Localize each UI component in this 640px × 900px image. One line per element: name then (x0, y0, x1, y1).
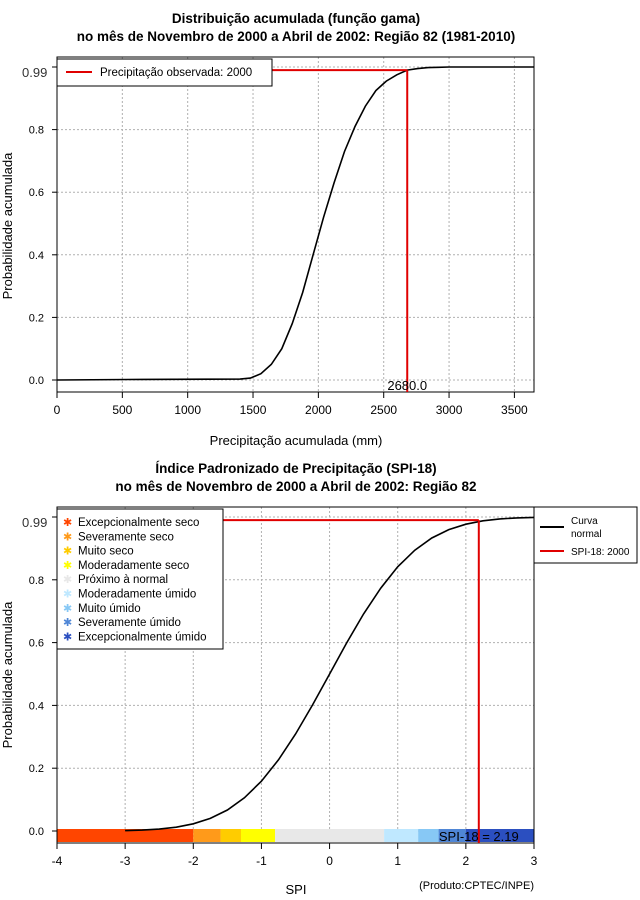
x-tick-label: 500 (112, 403, 132, 417)
chart1-observed-probability-label: 0.99 (22, 65, 47, 80)
category-legend-label: Moderadamente seco (78, 560, 189, 572)
chart1-legend-label-observed: Precipitação observada: 2000 (100, 67, 252, 79)
category-legend-symbol: ✱ (63, 630, 72, 643)
chart2-title-line2: no mês de Novembro de 2000 a Abril de 20… (115, 479, 476, 494)
chart1-y-axis: 0.0 0.2 0.4 0.6 0.8 (29, 66, 57, 387)
x-tick-label: -3 (120, 854, 131, 868)
category-segment (220, 829, 241, 842)
x-tick-label: 2000 (305, 403, 332, 417)
category-segment (418, 829, 439, 842)
x-tick-label: 0 (54, 403, 61, 417)
category-legend-label: Severamente seco (78, 531, 174, 543)
chart-spi18: Índice Padronizado de Precipitação (SPI-… (0, 461, 638, 897)
x-tick-label: 0 (326, 854, 333, 868)
category-legend-label: Severamente úmido (78, 617, 181, 629)
chart1-series (56, 66, 534, 381)
y-tick-label: 0.8 (29, 125, 44, 137)
category-segment (275, 829, 385, 842)
category-legend-symbol: ✱ (63, 588, 72, 601)
chart1-observed-value-label: 2680.0 (387, 378, 427, 393)
chart1-x-axis: 0 500 1000 1500 2000 2500 3000 3500 (54, 391, 528, 417)
category-segment (438, 829, 466, 842)
category-segment (240, 829, 276, 842)
chart2-x-axis: -4 -3 -2 -1 0 1 2 3 (52, 842, 538, 868)
chart1-plot-frame (56, 56, 535, 393)
chart1-gridlines (57, 57, 534, 392)
category-legend-symbol: ✱ (63, 559, 72, 572)
x-tick-label: 1 (394, 854, 401, 868)
chart2-credit: (Produto:CPTEC/INPE) (419, 880, 534, 892)
series-line (56, 66, 534, 381)
chart2-observed-probability-label: 0.99 (22, 515, 47, 530)
y-tick-label: 0.4 (29, 700, 44, 712)
series-line (125, 516, 535, 832)
x-tick-label: -4 (52, 854, 63, 868)
chart2-y-axis-label: Probabilidade acumulada (0, 601, 15, 748)
chart2-observed-spi-label: SPI-18 = 2.19 (439, 829, 519, 844)
chart2-title-line1: Índice Padronizado de Precipitação (SPI-… (155, 461, 436, 476)
x-tick-label: -1 (256, 854, 267, 868)
category-legend-symbol: ✱ (63, 516, 72, 529)
chart2-series (125, 516, 535, 832)
category-legend-symbol: ✱ (63, 616, 72, 629)
chart1-x-axis-label: Precipitação acumulada (mm) (210, 433, 383, 448)
chart2-y-axis: 0.0 0.2 0.4 0.6 0.8 (29, 516, 57, 838)
chart2-x-axis-label: SPI (286, 882, 307, 897)
category-legend-label: Muito seco (78, 546, 134, 558)
chart-gamma-distribution: Distribuição acumulada (função gama) no … (0, 11, 535, 448)
chart1-title-line1: Distribuição acumulada (função gama) (172, 11, 420, 26)
x-tick-label: 2500 (370, 403, 397, 417)
category-segment (384, 829, 419, 842)
category-legend-symbol: ✱ (63, 602, 72, 615)
chart1-observed-lines (57, 69, 409, 392)
y-tick-label: 0.6 (29, 187, 44, 199)
x-tick-label: 2 (463, 854, 470, 868)
x-tick-label: 3500 (501, 403, 528, 417)
y-tick-label: 0.4 (29, 250, 44, 262)
category-legend-label: Moderadamente úmido (78, 589, 196, 601)
x-tick-label: 3000 (436, 403, 463, 417)
x-tick-label: 3 (531, 854, 538, 868)
category-legend-label: Excepcionalmente seco (78, 517, 199, 529)
category-segment (57, 829, 194, 842)
chart1-legend: Precipitação observada: 2000 (56, 58, 273, 87)
chart2-category-bar (57, 829, 534, 842)
y-tick-label: 0.0 (29, 375, 44, 387)
category-segment (193, 829, 221, 842)
chart2-category-legend: ✱ Excepcionalmente seco ✱ Severamente seco ✱… (56, 508, 224, 650)
chart1-title-line2: no mês de Novembro de 2000 a Abril de 20… (77, 29, 515, 44)
category-segment (465, 829, 534, 842)
category-legend-label: Próximo à normal (78, 574, 168, 586)
y-tick-label: 0.6 (29, 638, 44, 650)
y-tick-label: 0.0 (29, 826, 44, 838)
y-tick-label: 0.2 (29, 763, 44, 775)
category-legend-symbol: ✱ (63, 530, 72, 543)
chart2-series-legend-box (533, 506, 638, 564)
chart1-legend-box (56, 58, 273, 87)
x-tick-label: 1500 (240, 403, 267, 417)
chart2-legend-label-normal-line2: normal (571, 529, 602, 540)
category-legend-symbol: ✱ (63, 573, 72, 586)
category-legend-label: Muito úmido (78, 603, 141, 615)
chart2-category-legend-box (56, 508, 224, 650)
y-tick-label: 0.2 (29, 312, 44, 324)
y-tick-label: 0.8 (29, 575, 44, 587)
x-tick-label: -2 (188, 854, 199, 868)
chart2-series-legend: Curva normal SPI-18: 2000 (533, 506, 638, 564)
chart2-legend-label-spi: SPI-18: 2000 (571, 547, 630, 558)
x-tick-label: 1000 (174, 403, 201, 417)
category-legend-label: Excepcionalmente úmido (78, 631, 207, 643)
category-legend-symbol: ✱ (63, 545, 72, 558)
chart2-legend-label-normal-line1: Curva (571, 516, 598, 527)
chart1-y-axis-label: Probabilidade acumulada (0, 152, 15, 299)
